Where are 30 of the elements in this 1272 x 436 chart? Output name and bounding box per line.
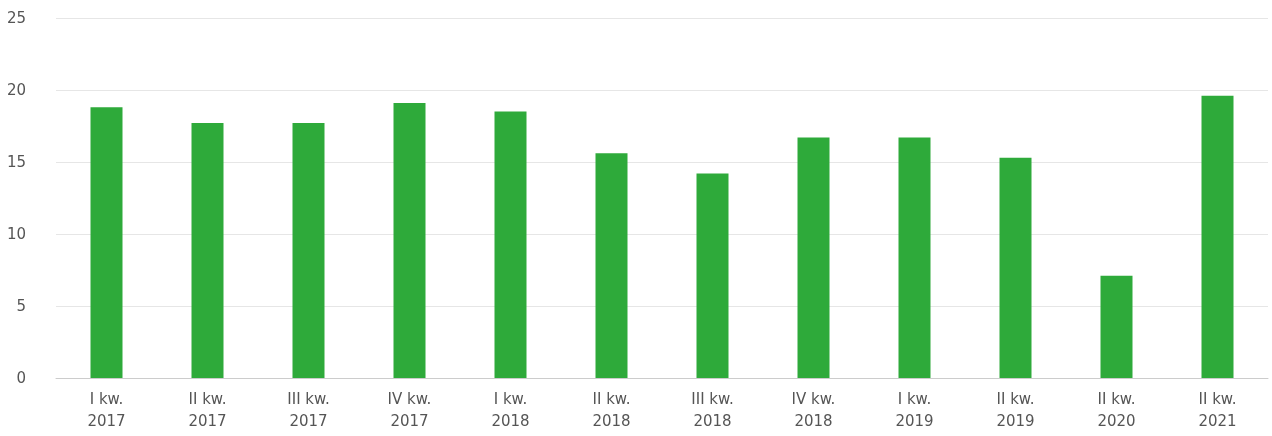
y-tick-label: 10 [6,225,26,243]
x-tick-label: II kw. 2021 [1198,390,1237,430]
x-tick-label: III kw. 2017 [287,390,330,430]
bar [797,137,830,378]
x-tick-label: IV kw. 2017 [387,390,432,430]
x-tick-label: II kw. 2019 [996,390,1035,430]
x-tick-label: II kw. 2018 [592,390,631,430]
bar [90,107,123,378]
x-tick-label: I kw. 2017 [87,390,126,430]
bar [999,157,1032,378]
y-tick-label: 25 [6,9,26,27]
x-tick-label: II kw. 2017 [188,390,227,430]
bar [898,137,931,378]
bar [1100,275,1133,378]
y-tick-label: 15 [6,153,26,171]
x-tick-label: I kw. 2018 [491,390,530,430]
x-tick-label: III kw. 2018 [691,390,734,430]
y-tick-label: 5 [16,297,26,315]
y-tick-label: 20 [6,81,26,99]
bar [292,123,325,378]
bar [1201,95,1234,378]
x-tick-label: II kw. 2020 [1097,390,1136,430]
x-tick-label: I kw. 2019 [895,390,934,430]
bar [595,153,628,378]
bar [191,123,224,378]
bar [393,102,426,378]
bar [696,173,729,378]
y-tick-label: 0 [16,369,26,387]
x-tick-label: IV kw. 2018 [791,390,836,430]
bar [494,111,527,378]
